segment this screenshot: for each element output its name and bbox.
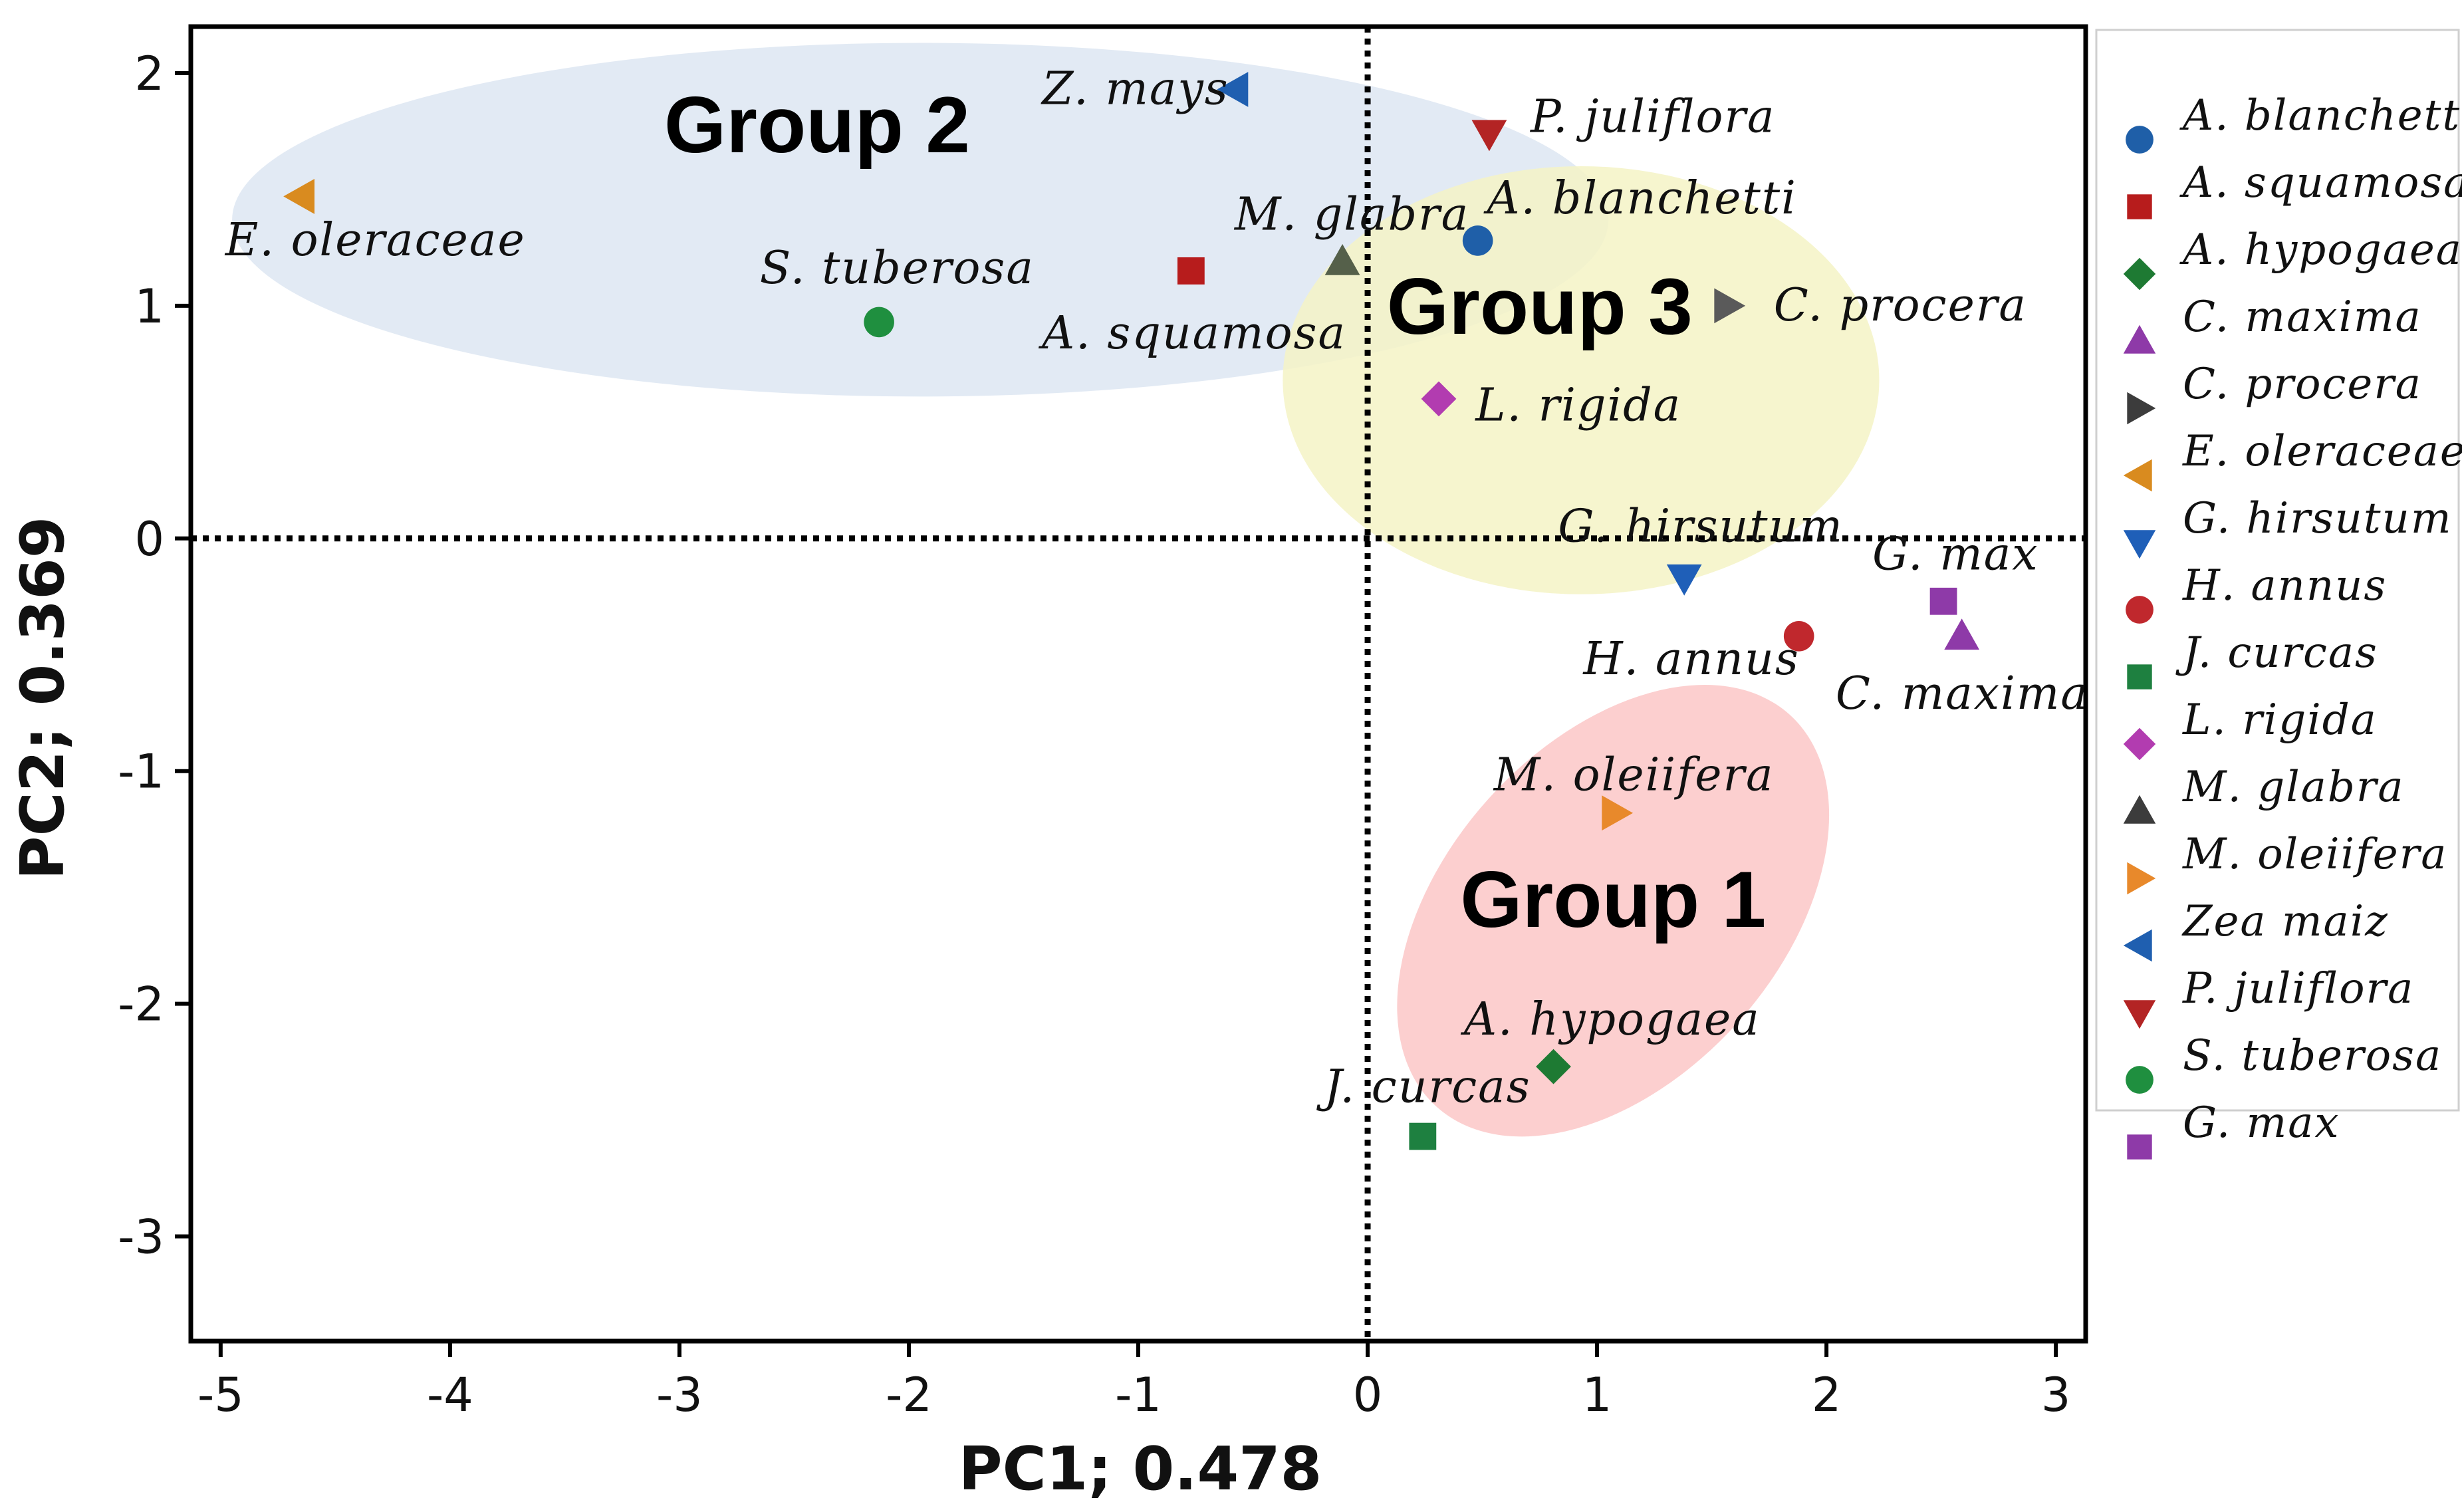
point-m-glabra [1324,244,1360,275]
point-p-juliflora [1471,120,1507,152]
legend-marker [2126,596,2154,624]
legend-marker [2123,929,2152,962]
group-label-2: Group 2 [664,80,970,170]
legend-item-label: J. curcas [2175,628,2378,678]
point-g-max [1929,587,1957,615]
legend-marker [2126,1066,2154,1094]
legend-item-label: M. oleiifera [2182,830,2447,879]
x-tick-label: -1 [1115,1368,1162,1422]
point-c-maxima [1944,618,1980,650]
legend-item-label: C. procera [2183,360,2422,409]
point-h-annus [1783,620,1814,652]
point-label: A. squamosa [1038,307,1346,360]
point-label: P. juliflora [1529,90,1775,143]
y-tick-label: 1 [134,279,164,334]
point-s-tuberosa [864,307,894,338]
x-tick-label: -5 [197,1368,244,1422]
group-ellipse-2 [232,43,1609,397]
legend-marker [2123,257,2156,291]
point-a-blanchetti [1462,225,1493,256]
point-label: E. oleraceae [224,214,526,267]
y-tick-label: -3 [118,1210,164,1265]
x-tick-label: 3 [2041,1368,2071,1422]
legend-item-label: L. rigida [2182,695,2378,745]
legend-marker [2123,530,2156,559]
x-axis-title: PC1; 0.478 [959,1434,1322,1504]
legend-marker [2123,324,2156,354]
point-label: S. tuberosa [760,242,1035,295]
legend-marker [2123,1000,2156,1029]
point-label: M. oleiifera [1493,749,1775,802]
reference-lines-layer [191,27,2086,1341]
legend-item-label: G. max [2183,1098,2340,1148]
legend: A. blanchetti A. squamosa A. hypogaea C. ma… [2095,29,2462,1160]
legend-marker [2123,727,2156,761]
y-axis-title: PC2; 0.369 [8,517,78,880]
point-label: A. blanchetti [1483,172,1796,225]
legend-item-label: C. maxima [2183,293,2422,342]
legend-item-label: Zea maiz [2181,897,2389,946]
point-label: G. hirsutum [1558,500,1843,553]
y-tick-label: -2 [118,977,164,1032]
point-g-hirsutum [1666,564,1702,596]
legend-item-label: A. hypogaea [2179,225,2462,275]
legend-item-label: S. tuberosa [2183,1031,2442,1080]
x-tick-label: -4 [427,1368,473,1422]
point-c-procera [1714,288,1746,324]
x-tick-label: 1 [1582,1368,1612,1422]
point-label: C. maxima [1836,668,2089,720]
group-ellipse-3 [1283,166,1880,594]
point-l-rigida [1421,381,1457,417]
legend-item-label: M. glabra [2182,763,2405,812]
point-a-hypogaea [1536,1049,1571,1084]
ticks-layer: -5 -4 -3 -2 -1 0 1 2 3 -3 -2 -1 0 1 2 [118,47,2070,1422]
legend-marker [2127,194,2152,219]
point-label: L. rigida [1474,379,1681,432]
point-j-curcas [1409,1122,1437,1150]
point-label: J. curcas [1316,1061,1531,1114]
legend-marker [2126,126,2154,154]
group-ellipses-layer [232,43,1880,1137]
y-tick-label: -1 [118,745,164,799]
point-label: G. max [1872,528,2039,580]
group-label-1: Group 1 [1460,855,1766,944]
point-e-oleraceae [283,179,315,214]
x-tick-label: 2 [1812,1368,1842,1422]
x-tick-label: 0 [1353,1368,1383,1422]
legend-marker [2127,664,2152,690]
legend-item-label: A. blanchetti [2179,91,2462,140]
point-a-squamosa [1177,257,1205,285]
legend-item-label: A. squamosa [2179,158,2462,207]
legend-item-label: G. hirsutum [2183,494,2453,543]
legend-item-label: E. oleraceae [2182,427,2462,476]
legend-item-label: P. juliflora [2182,964,2414,1013]
y-tick-label: 0 [134,512,164,567]
group-ellipse-1 [1397,685,1830,1137]
point-z-mays [1217,72,1249,107]
group-label-3: Group 3 [1387,262,1693,351]
legend-item-label: H. annus [2182,561,2387,610]
legend-marker [2123,459,2152,492]
point-label: C. procera [1774,279,2027,332]
x-tick-label: -3 [656,1368,703,1422]
point-label: H. annus [1582,633,1799,686]
point-label: M. glabra [1233,188,1469,241]
points-layer [283,72,1980,1150]
legend-marker [2127,392,2156,425]
y-tick-label: 2 [134,47,164,101]
point-labels-layer: Z. mays P. juliflora E. oleraceae M. glabra… [224,63,2089,1114]
x-tick-label: -2 [886,1368,932,1422]
point-m-oleiifera [1602,795,1634,831]
legend-box [2095,29,2460,1112]
legend-marker [2123,795,2156,824]
legend-marker [2127,862,2156,895]
point-label: Z. mays [1041,63,1229,115]
legend-marker [2127,1134,2152,1160]
point-label: A. hypogaea [1460,993,1761,1046]
